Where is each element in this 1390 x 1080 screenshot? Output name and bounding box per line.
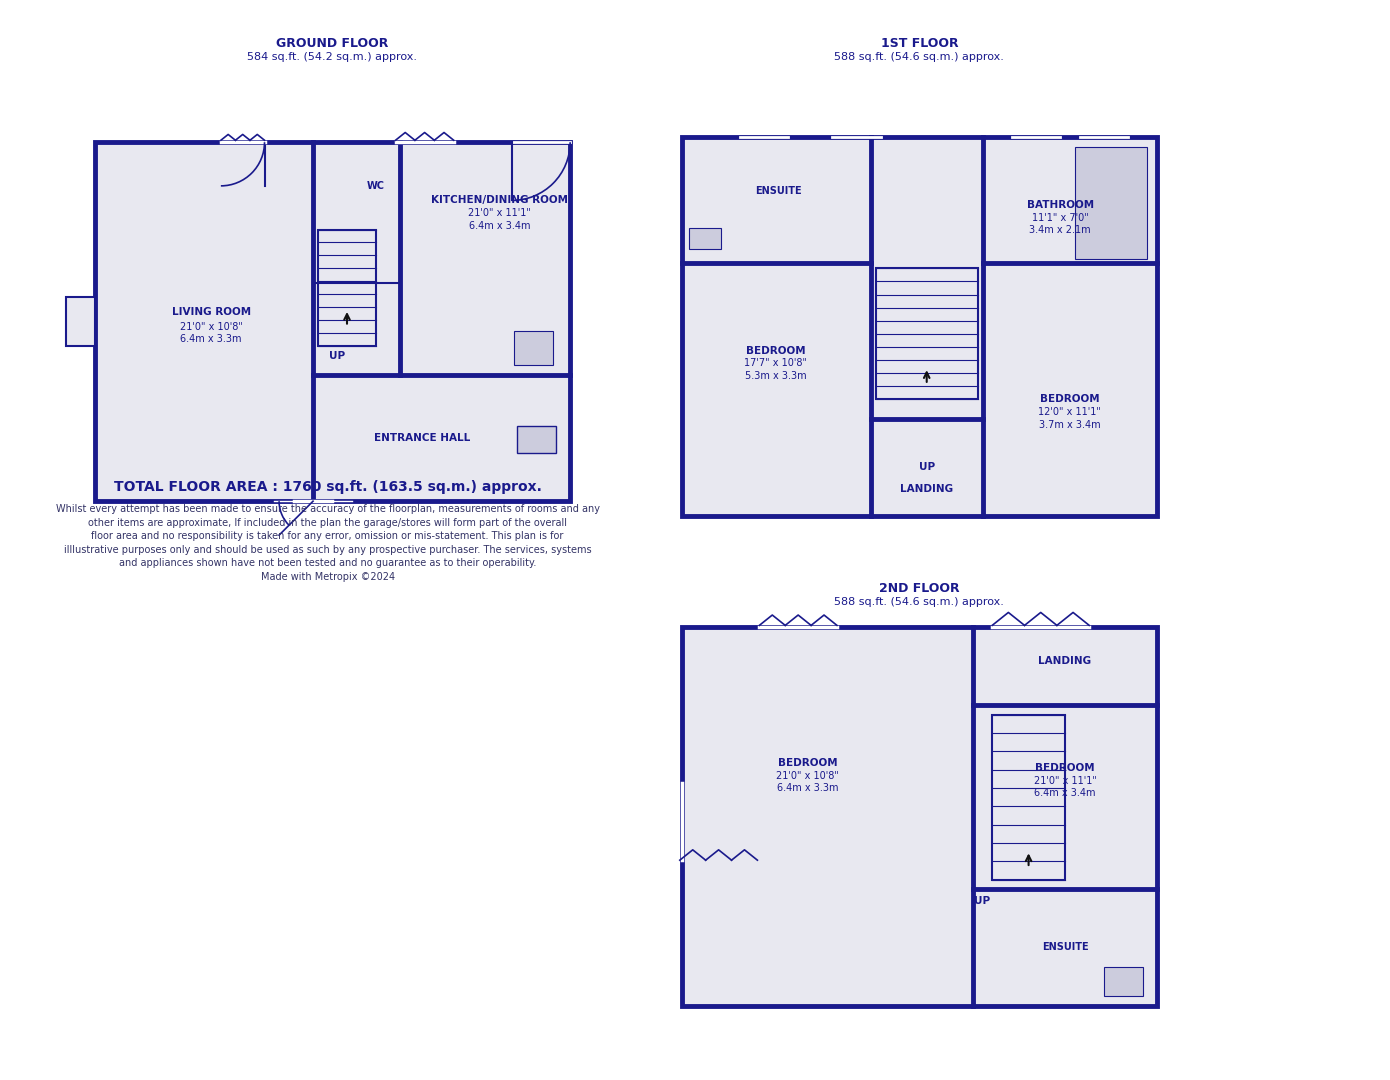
Text: ENTRANCE HALL: ENTRANCE HALL <box>374 433 470 443</box>
Text: TOTAL FLOOR AREA : 1760 sq.ft. (163.5 sq.m.) approx.: TOTAL FLOOR AREA : 1760 sq.ft. (163.5 sq… <box>114 480 542 494</box>
Text: LANDING: LANDING <box>901 484 954 494</box>
Text: BEDROOM: BEDROOM <box>1040 394 1099 404</box>
Text: and appliances shown have not been tested and no guarantee as to their operabili: and appliances shown have not been teste… <box>120 558 537 568</box>
Bar <box>371 178 392 195</box>
Text: 21'0" x 11'1": 21'0" x 11'1" <box>1034 775 1097 785</box>
Text: GROUND FLOOR: GROUND FLOOR <box>277 37 389 50</box>
Text: 588 sq.ft. (54.6 sq.m.) approx.: 588 sq.ft. (54.6 sq.m.) approx. <box>834 52 1005 62</box>
Text: 588 sq.ft. (54.6 sq.m.) approx.: 588 sq.ft. (54.6 sq.m.) approx. <box>834 597 1005 607</box>
Bar <box>681 627 1156 1005</box>
Text: 3.7m x 3.4m: 3.7m x 3.4m <box>1038 419 1101 430</box>
Text: 5.3m x 3.3m: 5.3m x 3.3m <box>745 372 806 381</box>
Text: UP: UP <box>329 351 345 361</box>
Text: ENSUITE: ENSUITE <box>755 186 802 195</box>
Text: BATHROOM: BATHROOM <box>1027 200 1094 211</box>
Text: 584 sq.ft. (54.2 sq.m.) approx.: 584 sq.ft. (54.2 sq.m.) approx. <box>247 52 417 62</box>
Bar <box>1104 967 1143 996</box>
Text: 2ND FLOOR: 2ND FLOOR <box>878 582 959 595</box>
Text: BEDROOM: BEDROOM <box>1036 762 1095 773</box>
Bar <box>514 332 553 365</box>
Text: 3.4m x 2.1m: 3.4m x 2.1m <box>1030 226 1091 235</box>
Text: other items are approximate, If included in the plan the garage/stores will form: other items are approximate, If included… <box>88 517 567 527</box>
Text: 6.4m x 3.3m: 6.4m x 3.3m <box>777 783 838 794</box>
Text: UP: UP <box>974 896 991 906</box>
Text: LANDING: LANDING <box>1038 657 1091 666</box>
Bar <box>681 137 1156 516</box>
Bar <box>318 230 377 346</box>
Text: 6.4m x 3.3m: 6.4m x 3.3m <box>181 334 242 345</box>
Bar <box>517 426 556 453</box>
Text: 21'0" x 11'1": 21'0" x 11'1" <box>468 208 531 218</box>
Bar <box>992 715 1065 879</box>
Text: Made with Metropix ©2024: Made with Metropix ©2024 <box>260 572 395 582</box>
Text: 6.4m x 3.4m: 6.4m x 3.4m <box>468 220 531 231</box>
Text: 11'1" x 7'0": 11'1" x 7'0" <box>1031 213 1088 222</box>
Text: illlustrative purposes only and should be used as such by any prospective purcha: illlustrative purposes only and should b… <box>64 544 591 555</box>
Text: UP: UP <box>919 462 935 472</box>
Text: BEDROOM: BEDROOM <box>778 758 838 768</box>
Bar <box>65 297 95 346</box>
Bar <box>95 143 570 501</box>
Text: KITCHEN/DINING ROOM: KITCHEN/DINING ROOM <box>431 195 569 205</box>
Text: 1ST FLOOR: 1ST FLOOR <box>881 37 958 50</box>
Text: ENSUITE: ENSUITE <box>1041 943 1088 953</box>
Text: 6.4m x 3.4m: 6.4m x 3.4m <box>1034 788 1095 798</box>
Bar <box>689 228 720 248</box>
Text: WC: WC <box>367 180 385 191</box>
Text: Whilst every attempt has been made to ensure the accuracy of the floorplan, meas: Whilst every attempt has been made to en… <box>56 504 599 514</box>
Text: 12'0" x 11'1": 12'0" x 11'1" <box>1038 407 1101 417</box>
Text: 21'0" x 10'8": 21'0" x 10'8" <box>179 322 243 332</box>
Text: 21'0" x 10'8": 21'0" x 10'8" <box>777 771 840 781</box>
Text: 17'7" x 10'8": 17'7" x 10'8" <box>744 359 808 368</box>
Bar <box>1074 147 1147 258</box>
Bar <box>876 268 977 400</box>
Text: BEDROOM: BEDROOM <box>746 346 806 355</box>
Text: LIVING ROOM: LIVING ROOM <box>171 307 250 318</box>
Text: floor area and no responsibility is taken for any error, omission or mis-stateme: floor area and no responsibility is take… <box>92 531 564 541</box>
